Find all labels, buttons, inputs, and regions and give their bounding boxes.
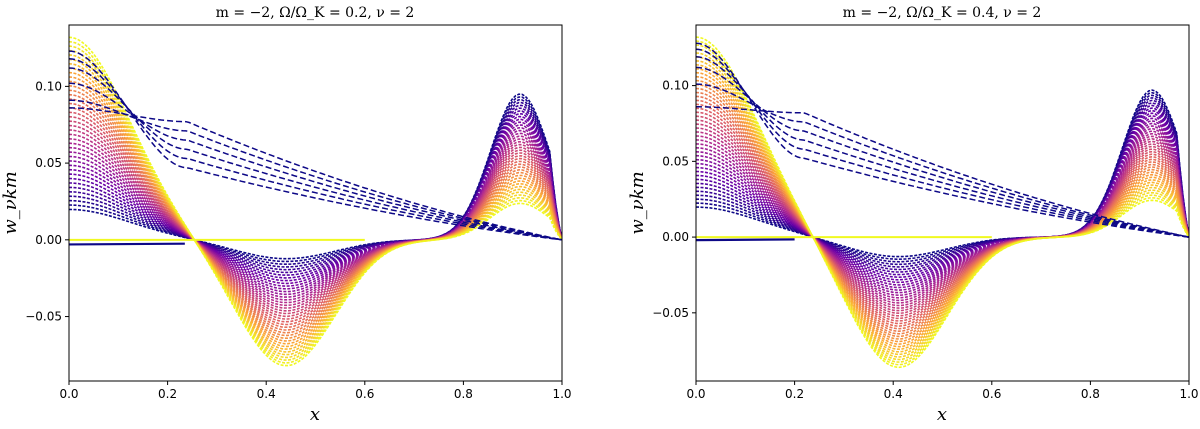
x-tick-label: 0.2 xyxy=(158,387,177,401)
family-curve xyxy=(69,120,562,315)
family-curve xyxy=(69,58,562,353)
flat-baseline-curve xyxy=(69,242,185,246)
dashed-mode-curve xyxy=(696,48,1189,238)
left-panel-title: m = −2, Ω/Ω_K = 0.2, ν = 2 xyxy=(216,5,415,21)
dashed-mode-curve xyxy=(69,82,562,241)
family-curve xyxy=(696,56,1189,356)
family-curve xyxy=(69,67,562,348)
x-tick-label: 0.6 xyxy=(982,387,1001,401)
right-y-axis-label: w_νkm xyxy=(627,171,648,234)
family-curve xyxy=(69,63,562,350)
dashed-mode-curve xyxy=(696,42,1189,238)
family-curve xyxy=(69,110,562,276)
x-tick-label: 0.0 xyxy=(686,387,705,401)
family-curve xyxy=(696,111,1189,320)
family-curve xyxy=(69,126,562,293)
x-tick-label: 0.2 xyxy=(785,387,804,401)
family-curve xyxy=(69,93,562,260)
family-curve xyxy=(69,111,562,320)
family-curve xyxy=(69,102,562,326)
family-curve xyxy=(69,138,562,304)
family-curve xyxy=(696,95,1189,330)
family-curve xyxy=(69,107,562,274)
x-tick-label: 1.0 xyxy=(1179,387,1198,401)
right-plot-area xyxy=(696,36,1189,369)
x-tick-label: 0.8 xyxy=(454,387,473,401)
family-curve xyxy=(69,36,562,367)
y-tick-label: −0.05 xyxy=(25,310,62,324)
family-curve xyxy=(69,135,562,301)
dashed-mode-curve xyxy=(696,106,1189,238)
x-tick-label: 0.6 xyxy=(355,387,374,401)
family-curve xyxy=(69,121,562,287)
family-curve xyxy=(696,131,1189,307)
dashed-mode-curve xyxy=(696,83,1189,238)
x-tick-label: 0.4 xyxy=(884,387,903,401)
family-curve xyxy=(69,93,562,331)
left-axes-frame xyxy=(68,24,563,382)
flat-baseline-curve xyxy=(696,238,795,242)
left-ticks: 0.0 0.2 0.4 0.6 0.8 1.0 −0.05 0.00 0.05 0.10 xyxy=(25,79,571,401)
family-curve xyxy=(696,103,1189,325)
family-curve xyxy=(69,49,562,359)
left-panel: m = −2, Ω/Ω_K = 0.2, ν = 2 0.0 0.2 0.4 0.6 0… xyxy=(0,5,572,425)
y-tick-label: 0.05 xyxy=(35,156,62,170)
family-curve xyxy=(696,79,1189,340)
family-curve xyxy=(69,76,562,342)
left-plot-area xyxy=(69,36,562,367)
x-tick-label: 1.0 xyxy=(552,387,571,401)
y-tick-label: 0.10 xyxy=(35,79,62,93)
x-tick-label: 0.8 xyxy=(1081,387,1100,401)
y-tick-label: 0.00 xyxy=(35,233,62,247)
family-curve xyxy=(696,36,1189,369)
right-axes-frame xyxy=(695,24,1190,382)
family-curve xyxy=(69,107,562,323)
family-curve xyxy=(696,94,1189,263)
right-x-axis-label: x xyxy=(937,404,947,425)
y-tick-label: −0.05 xyxy=(652,306,689,320)
family-curve xyxy=(696,115,1189,317)
family-curve xyxy=(696,109,1189,279)
dashed-mode-curve xyxy=(696,56,1189,238)
family-curve xyxy=(69,132,562,298)
y-tick-label: 0.10 xyxy=(662,79,689,93)
family-curve xyxy=(696,135,1189,304)
left-x-axis-label: x xyxy=(310,404,320,425)
dashed-mode-curve xyxy=(696,66,1189,238)
family-curve xyxy=(69,124,562,290)
family-curve xyxy=(696,107,1189,276)
left-y-axis-label: w_νkm xyxy=(0,171,21,234)
family-curve xyxy=(696,99,1189,268)
dashed-mode-curve xyxy=(69,107,562,241)
family-curve xyxy=(69,96,562,263)
family-curve xyxy=(69,85,562,337)
family-curve xyxy=(69,129,562,309)
family-curve xyxy=(696,71,1189,345)
y-tick-label: 0.05 xyxy=(662,154,689,168)
right-ticks: 0.0 0.2 0.4 0.6 0.8 1.0 −0.05 0.00 0.05 0.10 xyxy=(652,79,1198,401)
family-curve xyxy=(69,101,562,268)
dashed-mode-curve xyxy=(69,50,562,241)
x-tick-label: 0.4 xyxy=(257,387,276,401)
dashed-mode-curve xyxy=(69,58,562,241)
dashed-mode-curve xyxy=(69,99,562,241)
family-curve xyxy=(696,64,1189,351)
dashed-mode-curve xyxy=(69,67,562,241)
right-panel-title: m = −2, Ω/Ω_K = 0.4, ν = 2 xyxy=(843,5,1042,21)
right-panel: m = −2, Ω/Ω_K = 0.4, ν = 2 0.0 0.2 0.4 0.6 0… xyxy=(627,5,1199,425)
x-tick-label: 0.0 xyxy=(59,387,78,401)
family-curve xyxy=(69,129,562,296)
y-tick-label: 0.00 xyxy=(662,230,689,244)
